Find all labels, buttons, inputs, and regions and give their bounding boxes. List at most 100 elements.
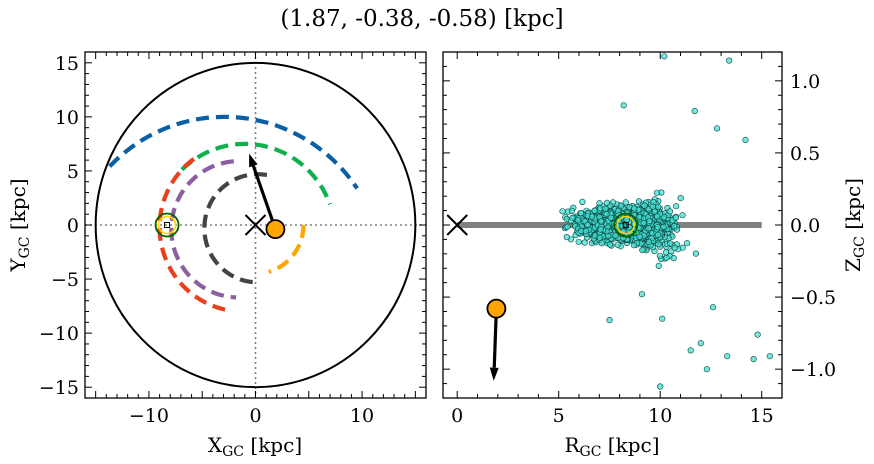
star-point xyxy=(636,233,643,240)
y-tick-label: −5 xyxy=(51,269,79,291)
object-marker-xy xyxy=(265,219,286,240)
spiral-arm-6 xyxy=(268,224,306,274)
r-tick-label: 5 xyxy=(553,405,565,427)
star-point xyxy=(660,223,667,231)
star-point xyxy=(709,304,717,311)
star-point xyxy=(606,241,614,248)
star-point xyxy=(598,240,605,247)
star-point xyxy=(559,208,566,215)
object-marker-rz xyxy=(486,298,507,319)
star-point xyxy=(574,217,582,224)
sun-outer-ring xyxy=(154,212,180,238)
star-point xyxy=(622,199,629,206)
left-x-axis-label: XGC [kpc] xyxy=(208,433,302,460)
star-point xyxy=(655,262,662,270)
star-point xyxy=(670,255,677,262)
star-point xyxy=(672,214,680,221)
z-tick-label: 0.5 xyxy=(790,143,820,165)
star-point xyxy=(640,219,647,226)
left-panel-xy-plane: −10 0 10 −15 −10 −5 0 5 10 15 XGC [kpc] YGC [kpc] xyxy=(6,51,427,460)
star-point xyxy=(724,353,731,360)
left-tick-labels: −10 0 10 −15 −10 −5 0 5 10 15 xyxy=(39,53,374,427)
x-tick-label: −10 xyxy=(129,405,169,427)
z-tick-label: 0.0 xyxy=(790,215,820,237)
star-point xyxy=(564,223,571,230)
star-point xyxy=(606,317,613,324)
star-point xyxy=(713,125,721,132)
star-point xyxy=(563,234,570,241)
star-point xyxy=(649,203,656,210)
spiral-arm-4 xyxy=(169,159,237,300)
star-point xyxy=(672,203,680,210)
left-axes-frame xyxy=(84,51,427,399)
star-point xyxy=(653,189,661,196)
star-point xyxy=(656,252,664,259)
r-tick-label: 15 xyxy=(750,405,774,427)
z-tick-label: 1.0 xyxy=(790,71,820,93)
right-x-axis-label: RGC [kpc] xyxy=(564,433,659,460)
star-point xyxy=(579,198,586,205)
star-point xyxy=(618,223,626,230)
velocity-arrow-rz-head xyxy=(489,367,499,381)
sun-center-mark xyxy=(164,222,171,228)
right-plot-area xyxy=(446,53,773,390)
x-tick-label: 0 xyxy=(249,405,261,427)
z-tick-label: −1.0 xyxy=(790,359,836,381)
star-point xyxy=(596,200,603,207)
star-point xyxy=(582,228,589,235)
spiral-arm-2 xyxy=(180,141,332,206)
galactic-center-cross-rz-b xyxy=(446,214,468,236)
sun-outer-ring-rz xyxy=(613,212,639,238)
star-point xyxy=(618,202,625,209)
star-point xyxy=(666,208,674,215)
star-point xyxy=(655,203,662,211)
star-point xyxy=(645,238,653,246)
right-axes-frame xyxy=(442,51,783,399)
star-point xyxy=(697,340,704,347)
star-point xyxy=(591,207,598,214)
spiral-arm-3 xyxy=(157,157,232,313)
velocity-arrow-xy-head xyxy=(249,153,258,168)
star-point xyxy=(662,249,670,256)
star-point xyxy=(603,199,611,206)
figure-title: (1.87, -0.38, -0.58) [kpc] xyxy=(280,6,563,32)
star-point xyxy=(588,213,596,220)
star-point xyxy=(638,291,646,298)
star-point xyxy=(679,212,686,219)
y-tick-label: 10 xyxy=(55,107,79,129)
spiral-arm-1 xyxy=(108,114,359,190)
star-point xyxy=(639,247,646,254)
star-point xyxy=(568,207,576,214)
star-point xyxy=(659,315,666,322)
star-point xyxy=(654,224,661,231)
y-tick-label: 15 xyxy=(55,53,79,75)
left-plot-area xyxy=(85,52,426,398)
star-point xyxy=(630,242,638,249)
star-point xyxy=(612,232,619,239)
star-point xyxy=(607,214,614,221)
star-point xyxy=(654,213,661,220)
star-point xyxy=(742,136,749,143)
sun-inner-ring-rz xyxy=(616,215,635,235)
star-point xyxy=(654,231,662,238)
star-point xyxy=(645,225,652,232)
star-point xyxy=(687,347,694,354)
star-point xyxy=(641,202,648,209)
r-tick-label: 0 xyxy=(451,405,463,427)
star-point xyxy=(750,356,757,363)
star-point xyxy=(598,218,605,225)
r-tick-label: 10 xyxy=(648,405,672,427)
star-point xyxy=(661,53,668,60)
galactic-center-cross-b xyxy=(244,214,267,236)
star-point xyxy=(683,240,691,247)
star-point xyxy=(726,57,733,64)
star-point xyxy=(671,223,678,230)
y-tick-label: −10 xyxy=(39,323,79,345)
x-tick-label: 10 xyxy=(350,405,374,427)
galaxy-boundary-circle xyxy=(94,61,417,389)
star-point xyxy=(614,241,621,248)
z-tick-label: −0.5 xyxy=(790,287,836,309)
sun-center-mark-rz xyxy=(622,222,629,228)
left-y-axis-label: YGC [kpc] xyxy=(6,178,33,272)
